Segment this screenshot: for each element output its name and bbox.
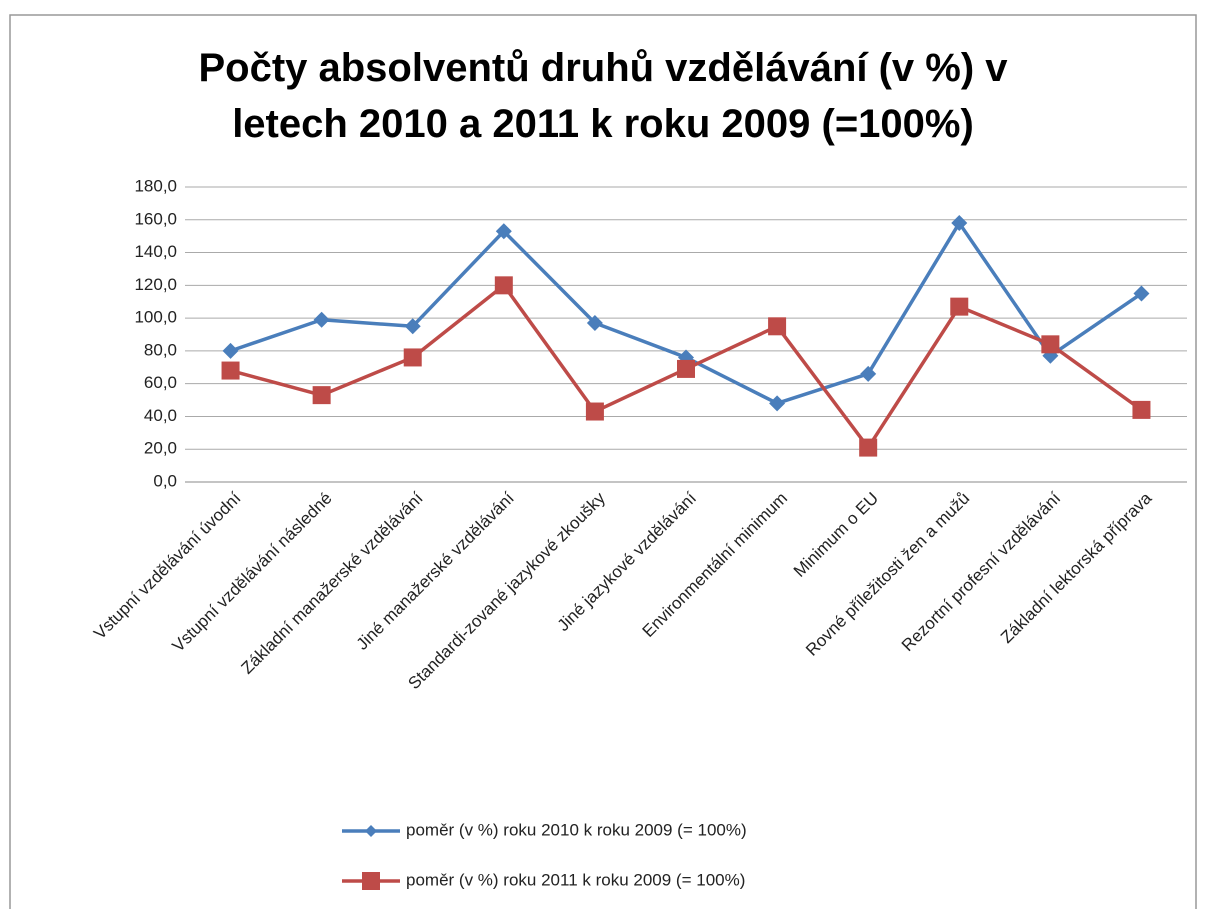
y-tick-label: 0,0 (153, 471, 177, 490)
y-tick-label: 60,0 (144, 373, 177, 392)
data-point (677, 359, 695, 378)
data-point (951, 215, 968, 232)
y-tick-label: 140,0 (134, 242, 177, 261)
x-tick-label: Standardi-zované jazykové zkoušky (404, 488, 609, 693)
x-tick-label: Minimum o EU (790, 489, 882, 581)
data-point (222, 342, 239, 359)
data-point (494, 276, 513, 295)
data-point (313, 311, 330, 328)
x-tick-label: Rezortní profesní vzdělávání (898, 488, 1065, 655)
data-point (1133, 285, 1150, 302)
data-point (495, 223, 512, 240)
legend-marker (362, 872, 380, 890)
y-tick-label: 80,0 (144, 340, 177, 359)
y-tick-label: 40,0 (144, 406, 177, 425)
y-tick-label: 20,0 (144, 439, 177, 458)
x-tick-label: Environmentální minimum (639, 489, 791, 641)
data-point (950, 297, 969, 316)
y-tick-label: 120,0 (134, 275, 177, 294)
data-point (585, 402, 604, 421)
data-point (768, 317, 787, 336)
y-tick-label: 160,0 (134, 209, 177, 228)
y-tick-label: 100,0 (134, 308, 177, 327)
x-tick-label: Základní lektorská příprava (997, 488, 1156, 647)
data-point (769, 395, 786, 412)
data-point (221, 361, 240, 380)
data-point (404, 318, 421, 335)
data-point (586, 315, 603, 332)
x-tick-label: Jiné manažerské vzdělávání (353, 488, 518, 653)
legend-label: poměr (v %) roku 2011 k roku 2009 (= 100… (406, 870, 745, 889)
x-tick-label: Základní manažerské vzdělávání (238, 488, 427, 677)
data-point (312, 386, 331, 405)
x-tick-label: Vstupní vzdělávání úvodní (90, 488, 245, 643)
data-point (403, 348, 422, 367)
data-point (1132, 400, 1151, 419)
legend-marker (365, 825, 377, 837)
data-point (859, 438, 878, 457)
x-tick-label: Rovné příležitosti žen a mužů (802, 489, 973, 660)
legend-label: poměr (v %) roku 2010 k roku 2009 (= 100… (406, 820, 747, 839)
data-point (860, 365, 877, 382)
chart-title: Počty absolventů druhů vzdělávání (v %) … (198, 46, 1008, 146)
y-tick-label: 180,0 (134, 176, 177, 195)
chart-border (9, 14, 1197, 909)
x-tick-label: Vstupní vzdělávání následné (168, 489, 335, 656)
data-point (1041, 335, 1060, 354)
